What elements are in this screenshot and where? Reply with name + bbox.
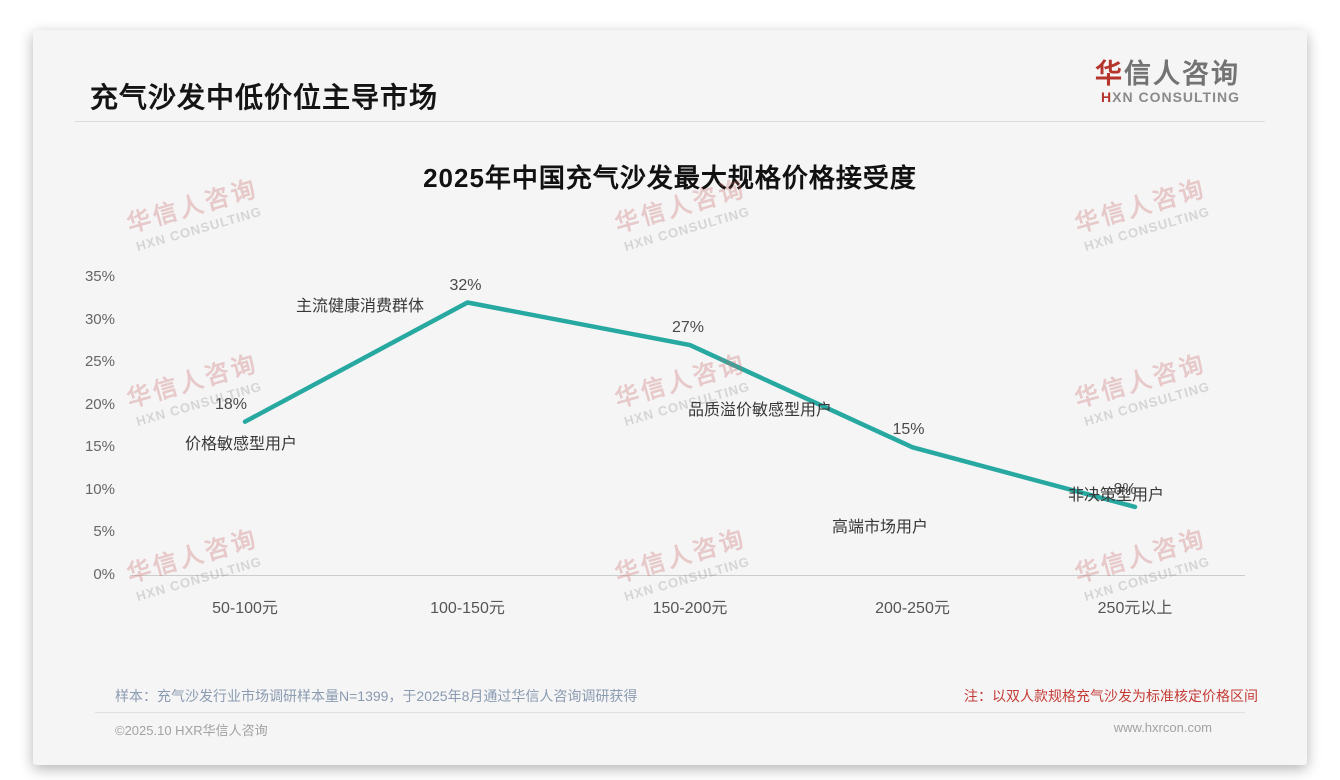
watermark-en-text: HXN CONSULTING (622, 203, 752, 254)
annotation-segment-3: 品质溢价敏感型用户 (688, 402, 833, 419)
logo-cn-rest: 信人咨询 (1124, 59, 1240, 89)
annotation-segment-2: 主流健康消费群体 (296, 298, 425, 315)
header-divider (75, 121, 1265, 122)
copyright-text: ©2025.10 HXR华信人咨询 (115, 723, 268, 738)
line-chart (242, 300, 1138, 510)
x-tick-label: 250元以上 (1097, 600, 1173, 617)
value-label: 15% (892, 421, 925, 439)
y-tick-label: 20% (84, 395, 115, 413)
logo-en-text: HXN CONSULTING (1095, 88, 1240, 105)
logo-en-first: H (1101, 88, 1113, 105)
chart-title: 2025年中国充气沙发最大规格价格接受度 (423, 163, 917, 193)
value-label: 32% (449, 276, 482, 294)
logo-cn-first: 华 (1095, 59, 1124, 89)
logo-en-rest: XN CONSULTING (1112, 88, 1240, 105)
trend-line (242, 300, 1138, 510)
annotation-segment-1: 价格敏感型用户 (185, 436, 298, 453)
annotation-segment-4: 高端市场用户 (832, 519, 929, 536)
y-tick-label: 30% (84, 310, 115, 328)
footer-divider (95, 712, 1245, 713)
slide-card: 充气沙发中低价位主导市场 华信人咨询 HXN CONSULTING 2025年中… (33, 30, 1307, 765)
website-url: www.hxrcon.com (1113, 720, 1212, 735)
watermark-en-text: HXN CONSULTING (1082, 203, 1212, 254)
company-logo: 华信人咨询 HXN CONSULTING (1095, 59, 1240, 105)
x-tick-label: 200-250元 (875, 600, 950, 617)
price-note: 注：以双人款规格充气沙发为标准核定价格区间 (964, 688, 1258, 704)
x-tick-label: 100-150元 (430, 600, 505, 617)
value-label: 8% (1113, 480, 1137, 498)
x-tick-label: 50-100元 (212, 600, 278, 617)
page-title: 充气沙发中低价位主导市场 (90, 82, 439, 113)
value-label: 27% (671, 319, 705, 337)
value-label: 18% (214, 395, 248, 413)
logo-cn-text: 华信人咨询 (1095, 59, 1240, 90)
y-tick-label: 25% (84, 353, 115, 371)
watermark-en-text: HXN CONSULTING (134, 203, 264, 254)
x-tick-label: 150-200元 (652, 600, 728, 617)
y-tick-label: 0% (93, 566, 115, 583)
y-tick-label: 10% (84, 480, 115, 498)
sample-note: 样本：充气沙发行业市场调研样本量N=1399，于2025年8月通过华信人咨询调研… (115, 688, 638, 704)
y-tick-label: 5% (93, 523, 115, 541)
y-tick-label: 15% (84, 438, 115, 456)
x-axis-baseline (130, 575, 1245, 576)
y-tick-label: 35% (84, 268, 115, 285)
annotation-segment-5: 非决策型用户 (1068, 487, 1165, 504)
